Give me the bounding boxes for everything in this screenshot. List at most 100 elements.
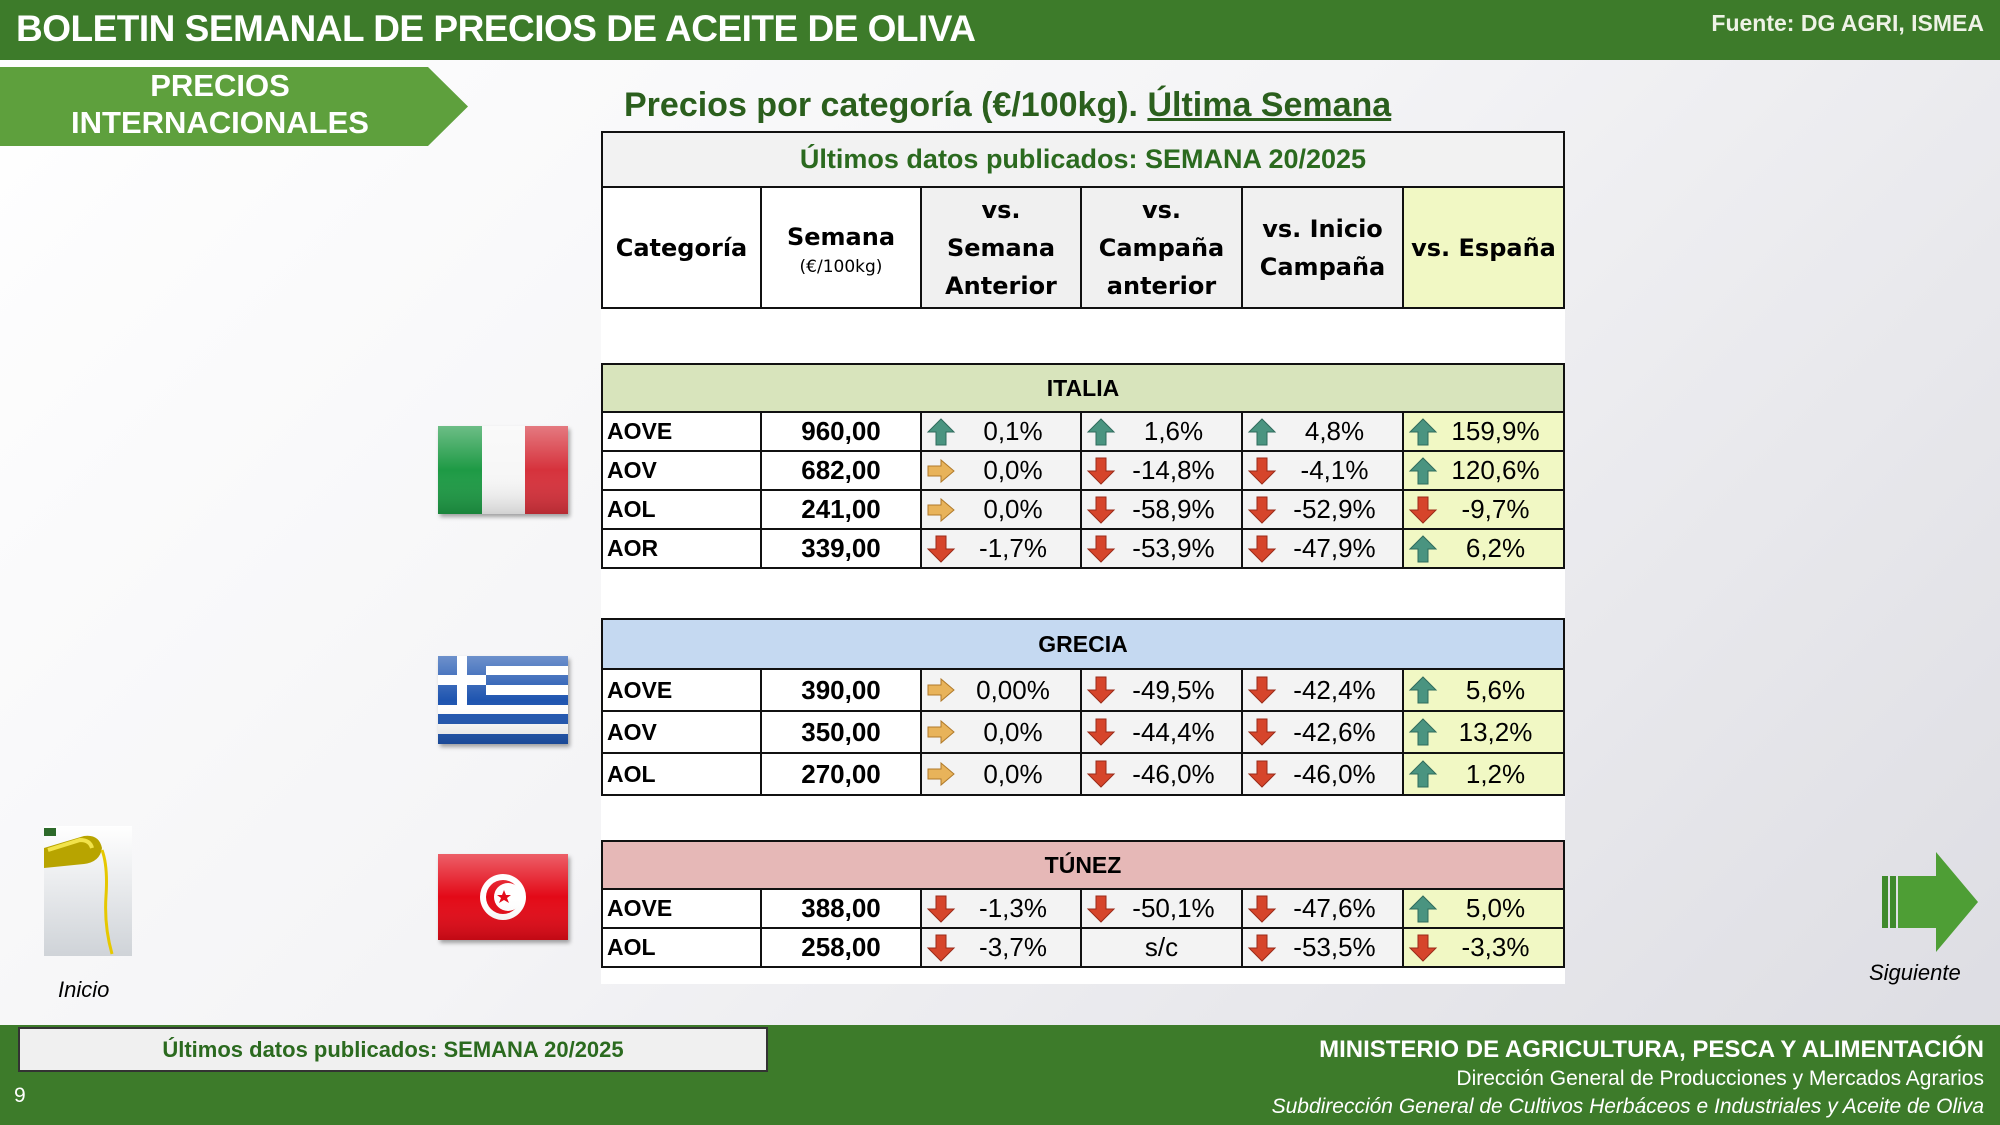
col-vs-espana: vs. España bbox=[1402, 186, 1565, 309]
col-vs-inicio-l2: Campaña bbox=[1259, 252, 1386, 281]
change-value: -3,3% bbox=[1461, 932, 1530, 962]
price-cell: 960,00 bbox=[760, 411, 922, 452]
change-value: 120,6% bbox=[1451, 455, 1540, 485]
change-cell: 6,2% bbox=[1402, 528, 1565, 569]
price-cell: 390,00 bbox=[760, 668, 922, 712]
arrow-down-icon bbox=[1086, 457, 1116, 485]
change-cell: -42,6% bbox=[1241, 710, 1404, 754]
footer-published-box: Últimos datos publicados: SEMANA 20/2025 bbox=[18, 1027, 768, 1072]
category-cell: AOV bbox=[601, 710, 762, 754]
col-vs-semana-l2: Semana bbox=[946, 233, 1056, 262]
change-value: -47,6% bbox=[1293, 893, 1376, 923]
col-categoria: Categoría bbox=[601, 186, 762, 309]
change-cell: -3,7% bbox=[920, 927, 1082, 968]
change-cell: -4,1% bbox=[1241, 450, 1404, 491]
arrow-up-icon bbox=[1408, 456, 1438, 484]
change-value: -46,0% bbox=[1132, 758, 1215, 789]
ministry-block: MINISTERIO DE AGRICULTURA, PESCA Y ALIME… bbox=[1272, 1035, 1984, 1121]
home-oil-bottle-icon[interactable] bbox=[44, 826, 132, 956]
ministry-name: MINISTERIO DE AGRICULTURA, PESCA Y ALIME… bbox=[1319, 1036, 1984, 1063]
change-cell: -47,9% bbox=[1241, 528, 1404, 569]
change-value: -49,5% bbox=[1132, 674, 1215, 705]
heading-text: Precios por categoría (€/100kg). bbox=[624, 86, 1148, 124]
change-cell: 0,0% bbox=[920, 450, 1082, 491]
category-cell: AOL bbox=[601, 489, 762, 530]
change-cell: 0,0% bbox=[920, 752, 1082, 796]
change-value: -4,1% bbox=[1300, 455, 1369, 485]
change-cell: 0,00% bbox=[920, 668, 1082, 712]
arrow-down-icon bbox=[1086, 676, 1116, 704]
next-arrow-icon[interactable] bbox=[1880, 852, 1980, 952]
change-value: -1,3% bbox=[979, 893, 1047, 923]
price-cell: 258,00 bbox=[760, 927, 922, 968]
col-vs-inicio-l1: vs. Inicio bbox=[1262, 214, 1383, 243]
arrow-down-icon bbox=[926, 535, 956, 563]
change-value: 0,0% bbox=[983, 716, 1043, 747]
change-value: -50,1% bbox=[1132, 893, 1215, 923]
change-value: -44,4% bbox=[1132, 716, 1215, 747]
col-vs-campana: vs. Campaña anterior bbox=[1080, 186, 1243, 309]
arrow-down-icon bbox=[926, 895, 956, 923]
arrow-up-icon bbox=[1247, 417, 1277, 445]
arrow-down-icon bbox=[1086, 535, 1116, 563]
table-heading: Precios por categoría (€/100kg). Última … bbox=[624, 86, 1391, 125]
change-value: 13,2% bbox=[1458, 716, 1533, 747]
change-cell: -58,9% bbox=[1080, 489, 1243, 530]
arrow-down-icon bbox=[1247, 718, 1277, 746]
arrow-down-icon bbox=[1086, 895, 1116, 923]
change-cell: 120,6% bbox=[1402, 450, 1565, 491]
price-cell: 270,00 bbox=[760, 752, 922, 796]
category-cell: AOVE bbox=[601, 411, 762, 452]
category-cell: AOL bbox=[601, 752, 762, 796]
arrow-down-icon bbox=[1247, 934, 1277, 962]
change-value: 0,1% bbox=[983, 416, 1043, 446]
change-cell: -42,4% bbox=[1241, 668, 1404, 712]
arrow-down-icon bbox=[1247, 496, 1277, 524]
change-cell: -46,0% bbox=[1080, 752, 1243, 796]
change-cell: -50,1% bbox=[1080, 888, 1243, 929]
col-categoria-label: Categoría bbox=[615, 233, 748, 262]
change-cell: -3,3% bbox=[1402, 927, 1565, 968]
arrow-down-icon bbox=[1086, 760, 1116, 788]
change-value: 4,8% bbox=[1304, 416, 1365, 446]
change-value: 5,6% bbox=[1465, 674, 1526, 705]
price-cell: 388,00 bbox=[760, 888, 922, 929]
col-vs-inicio: vs. Inicio Campaña bbox=[1241, 186, 1404, 309]
arrow-up-icon bbox=[1408, 417, 1438, 445]
change-value: 159,9% bbox=[1451, 416, 1540, 446]
tunisia-flag-icon bbox=[438, 854, 568, 940]
change-value: -42,6% bbox=[1293, 716, 1376, 747]
category-cell: AOL bbox=[601, 927, 762, 968]
change-cell: 159,9% bbox=[1402, 411, 1565, 452]
change-cell: -1,7% bbox=[920, 528, 1082, 569]
change-cell: 0,0% bbox=[920, 710, 1082, 754]
change-value: -9,7% bbox=[1461, 494, 1530, 524]
change-value: 1,6% bbox=[1143, 416, 1204, 446]
header-bar: BOLETIN SEMANAL DE PRECIOS DE ACEITE DE … bbox=[0, 0, 2000, 60]
change-cell: 4,8% bbox=[1241, 411, 1404, 452]
col-vs-campana-l3: anterior bbox=[1106, 271, 1217, 300]
category-cell: AOVE bbox=[601, 888, 762, 929]
price-cell: 241,00 bbox=[760, 489, 922, 530]
arrow-down-icon bbox=[1247, 535, 1277, 563]
change-cell: -1,3% bbox=[920, 888, 1082, 929]
col-vs-campana-l1: vs. bbox=[1141, 195, 1182, 224]
arrow-right-icon bbox=[927, 458, 955, 483]
home-link[interactable]: Inicio bbox=[58, 977, 110, 1002]
col-vs-semana-l3: Anterior bbox=[945, 271, 1057, 300]
change-value: -53,5% bbox=[1293, 932, 1376, 962]
next-link[interactable]: Siguiente bbox=[1869, 960, 1961, 985]
arrow-down-icon bbox=[1086, 718, 1116, 746]
change-value: 6,2% bbox=[1465, 533, 1526, 563]
price-cell: 350,00 bbox=[760, 710, 922, 754]
arrow-up-icon bbox=[1408, 718, 1438, 746]
category-cell: AOV bbox=[601, 450, 762, 491]
change-cell: -9,7% bbox=[1402, 489, 1565, 530]
col-vs-semana-l1: vs. bbox=[981, 195, 1021, 224]
col-semana-label: Semana bbox=[786, 222, 896, 251]
country-band: ITALIA bbox=[601, 363, 1565, 413]
arrow-up-icon bbox=[1408, 534, 1438, 562]
change-cell: -46,0% bbox=[1241, 752, 1404, 796]
change-cell: 5,6% bbox=[1402, 668, 1565, 712]
italy-flag-icon bbox=[438, 426, 568, 514]
